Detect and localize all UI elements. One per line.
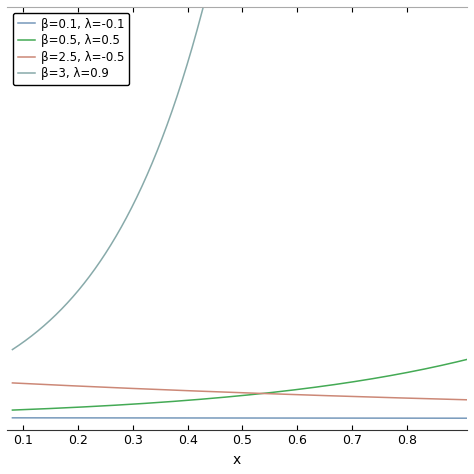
β=3, λ=0.9: [89, 271, 94, 277]
X-axis label: x: x: [233, 453, 241, 467]
β=3, λ=0.9: [456, 4, 461, 10]
β=0.1, λ=-0.1: [406, 415, 412, 421]
β=2.5, λ=-0.5: [89, 384, 94, 390]
β=3, λ=0.9: [184, 63, 190, 69]
β=0.5, λ=0.5: [9, 407, 15, 413]
β=0.1, λ=-0.1: [62, 415, 67, 421]
β=0.5, λ=0.5: [62, 405, 67, 410]
β=0.5, λ=0.5: [204, 396, 210, 401]
β=3, λ=0.9: [406, 4, 412, 10]
β=3, λ=0.9: [9, 346, 15, 352]
β=0.5, λ=0.5: [464, 356, 470, 362]
β=0.1, λ=-0.1: [9, 415, 15, 420]
β=2.5, λ=-0.5: [406, 395, 412, 401]
β=2.5, λ=-0.5: [62, 383, 67, 388]
β=0.1, λ=-0.1: [204, 415, 210, 421]
β=2.5, λ=-0.5: [464, 397, 470, 402]
β=2.5, λ=-0.5: [455, 397, 461, 402]
β=3, λ=0.9: [201, 4, 206, 10]
Line: β=2.5, λ=-0.5: β=2.5, λ=-0.5: [12, 383, 467, 400]
β=0.1, λ=-0.1: [455, 415, 461, 421]
β=2.5, λ=-0.5: [204, 389, 210, 394]
β=0.5, λ=0.5: [455, 359, 461, 365]
β=3, λ=0.9: [62, 303, 67, 309]
β=3, λ=0.9: [204, 4, 210, 10]
β=3, λ=0.9: [464, 4, 470, 10]
β=2.5, λ=-0.5: [9, 380, 15, 386]
β=2.5, λ=-0.5: [184, 388, 190, 393]
β=0.1, λ=-0.1: [184, 415, 190, 421]
β=0.1, λ=-0.1: [89, 415, 94, 421]
β=0.5, λ=0.5: [89, 404, 94, 410]
β=0.5, λ=0.5: [184, 398, 190, 403]
Line: β=0.5, λ=0.5: β=0.5, λ=0.5: [12, 359, 467, 410]
β=0.5, λ=0.5: [406, 369, 412, 375]
Legend: β=0.1, λ=-0.1, β=0.5, λ=0.5, β=2.5, λ=-0.5, β=3, λ=0.9: β=0.1, λ=-0.1, β=0.5, λ=0.5, β=2.5, λ=-0…: [13, 13, 129, 85]
β=0.1, λ=-0.1: [464, 415, 470, 421]
Line: β=3, λ=0.9: β=3, λ=0.9: [12, 7, 467, 349]
